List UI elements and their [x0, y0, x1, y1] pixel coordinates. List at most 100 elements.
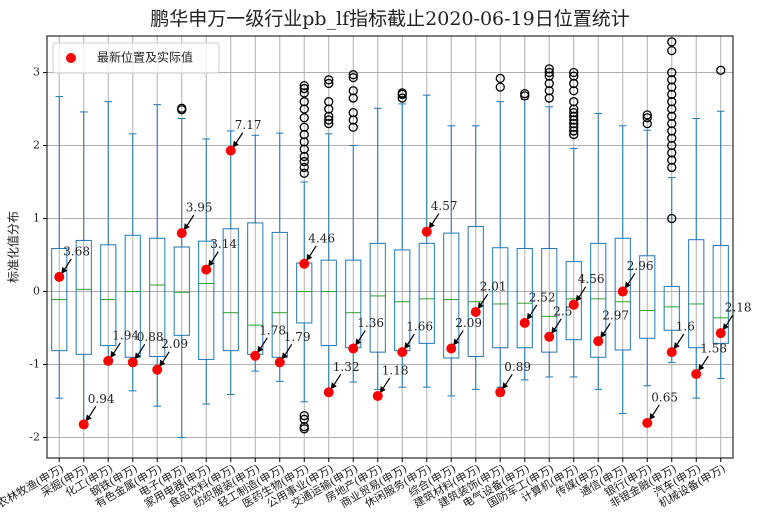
flier — [299, 144, 309, 154]
box — [614, 237, 631, 351]
box — [75, 239, 92, 355]
flier — [667, 89, 677, 100]
annotation-arrowhead — [379, 385, 386, 393]
flier — [299, 162, 309, 173]
annotation-label: 1.6 — [676, 320, 695, 334]
flier — [667, 140, 677, 151]
annotation-label: 7.17 — [235, 118, 262, 132]
flier — [299, 83, 309, 94]
flier — [667, 67, 677, 78]
flier — [569, 118, 579, 129]
latest-point — [397, 347, 408, 358]
flier — [569, 86, 579, 96]
flier — [569, 126, 579, 136]
flier — [544, 71, 554, 81]
flier — [299, 411, 309, 421]
flier — [520, 91, 530, 101]
flier — [642, 113, 652, 123]
box — [443, 232, 460, 359]
flier — [299, 80, 309, 91]
flier — [324, 75, 334, 85]
flier — [324, 104, 334, 114]
y-axis-title: 标准化值分布 — [6, 211, 21, 283]
latest-point — [691, 369, 702, 380]
annotation-label: 3.95 — [186, 201, 213, 215]
annotation-arrowhead — [208, 259, 215, 267]
box — [198, 240, 215, 360]
flier — [569, 67, 579, 78]
box — [541, 247, 558, 353]
annotation-label: 0.65 — [651, 390, 678, 404]
latest-point — [470, 306, 481, 317]
box — [100, 244, 117, 347]
latest-point — [715, 328, 726, 339]
annotation-label: 0.88 — [137, 330, 164, 344]
annotation-label: 2.96 — [627, 259, 654, 273]
flier — [348, 70, 358, 80]
annotation-label: 1.36 — [357, 316, 384, 330]
flier — [324, 78, 334, 89]
box — [639, 255, 656, 339]
latest-point — [274, 357, 285, 368]
latest-point — [372, 390, 383, 401]
annotation-label: 2.5 — [553, 304, 572, 318]
flier — [544, 64, 554, 74]
annotation-label: 1.32 — [333, 360, 360, 374]
annotation-label: 2.52 — [529, 290, 556, 304]
box — [492, 247, 509, 349]
annotation-label: 1.58 — [700, 342, 727, 356]
latest-point — [544, 331, 555, 342]
flier — [348, 86, 358, 96]
flier — [569, 97, 579, 107]
annotation-label: 0.89 — [504, 360, 531, 374]
y-tick-label: 1 — [33, 212, 40, 225]
latest-point — [54, 271, 65, 282]
flier — [299, 424, 309, 434]
annotation-arrowhead — [257, 345, 264, 353]
flier — [667, 126, 677, 136]
annotation-label: 2.18 — [725, 301, 752, 315]
chart-title: 鹏华申万一级行业pb_lf指标截止2020-06-19日位置统计 — [150, 8, 629, 30]
box — [712, 245, 729, 344]
box — [418, 242, 435, 344]
annotation-label: 1.79 — [284, 330, 311, 344]
flier — [544, 86, 554, 96]
annotation-label: 1.18 — [382, 363, 409, 377]
flier — [324, 111, 334, 121]
annotation-arrowhead — [330, 382, 337, 390]
flier — [569, 71, 579, 81]
flier — [667, 133, 677, 143]
latest-point — [225, 145, 236, 156]
flier — [667, 82, 677, 92]
annotation-label: 1.94 — [112, 328, 139, 342]
legend-box — [52, 42, 220, 74]
annotation-arrowhead — [673, 342, 680, 350]
flier — [299, 156, 309, 167]
annotation-arrowhead — [134, 352, 141, 360]
box — [590, 242, 607, 358]
flier — [299, 113, 309, 123]
box — [149, 237, 166, 358]
box — [467, 226, 484, 358]
flier — [569, 122, 579, 132]
annotation-arrowhead — [428, 221, 435, 229]
y-tick-label: 0 — [33, 285, 40, 298]
annotation-arrowhead — [600, 331, 607, 339]
annotation-arrowhead — [477, 301, 484, 309]
flier — [667, 37, 677, 47]
annotation-arrowhead — [624, 281, 631, 289]
latest-point — [176, 228, 187, 239]
annotation-label: 4.56 — [578, 272, 605, 286]
flier — [642, 110, 652, 120]
axes-frame — [46, 35, 734, 459]
box — [369, 242, 386, 353]
flier — [177, 103, 187, 113]
annotation-label: 2.09 — [161, 337, 188, 351]
annotation-label: 2.01 — [480, 279, 507, 293]
annotation-arrowhead — [502, 382, 509, 390]
flier — [667, 155, 677, 165]
flier — [299, 97, 309, 107]
y-tick-label: 3 — [33, 66, 40, 79]
flier — [495, 82, 505, 92]
